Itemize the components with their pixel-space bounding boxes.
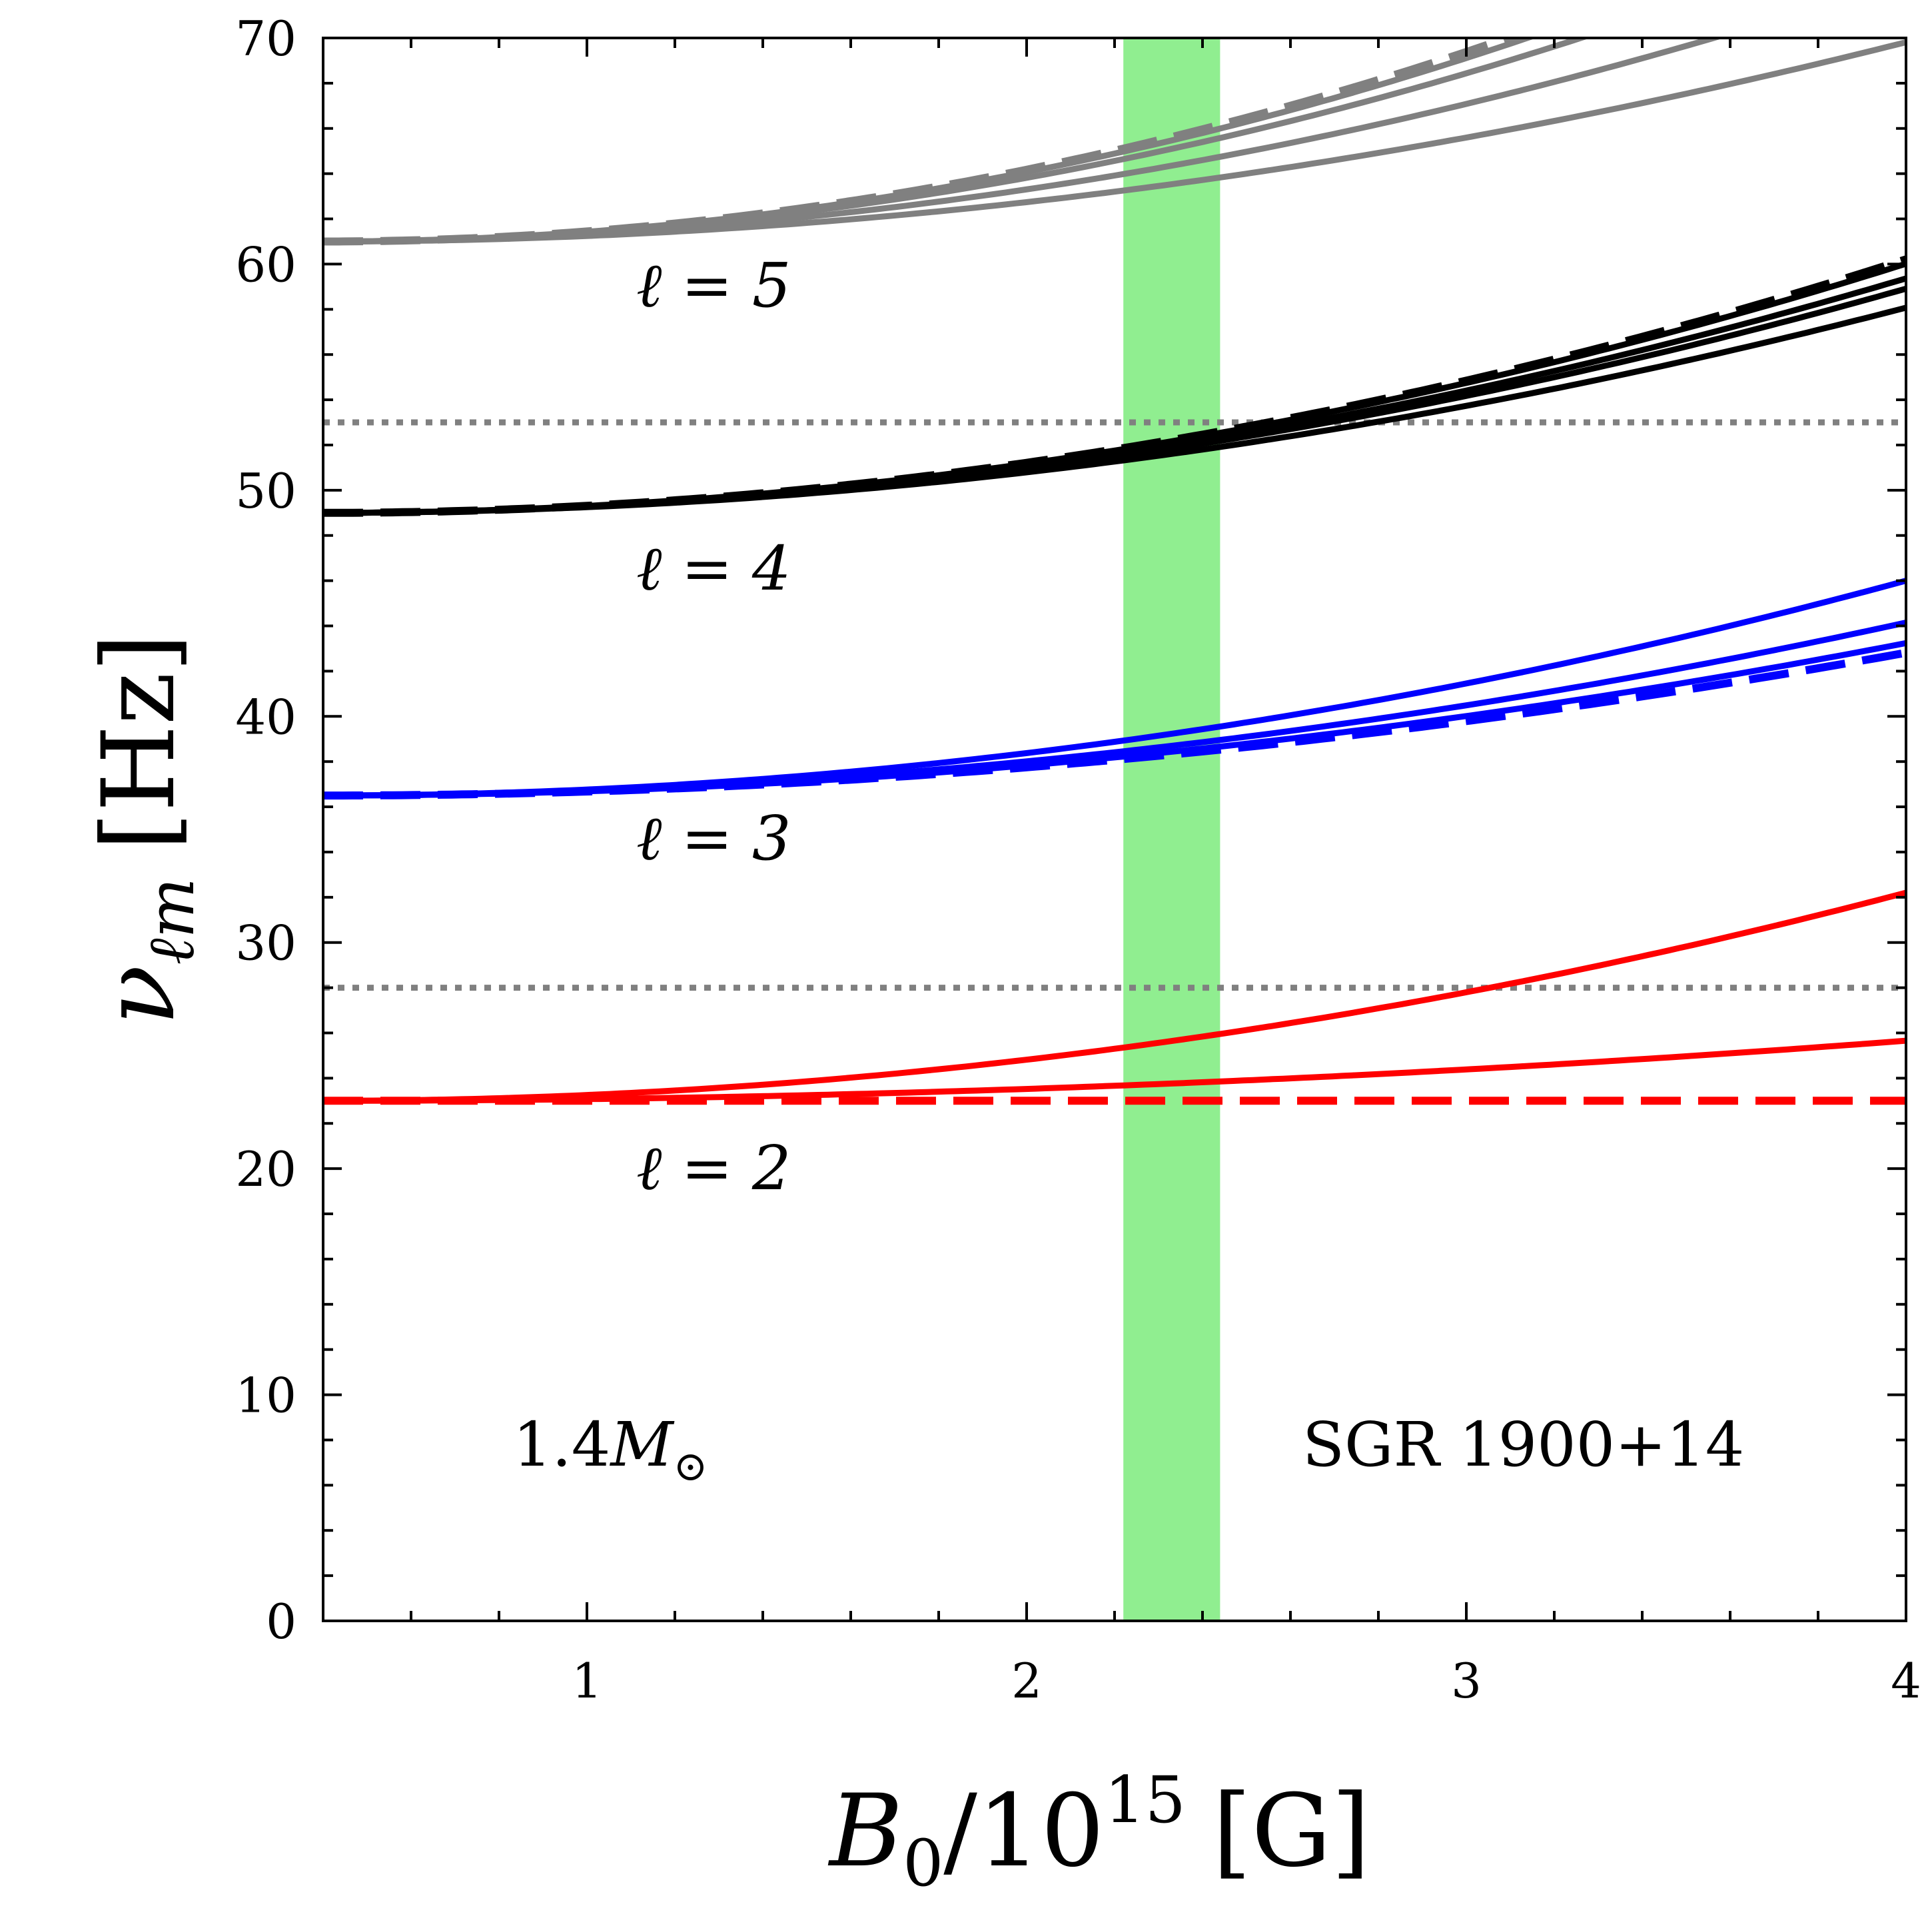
series-l5-m4 (323, 39, 1906, 244)
x-axis-title: B0/1015 [G] (827, 1763, 1370, 1901)
y-tick-label: 50 (235, 463, 296, 519)
series-l3-m0 (323, 648, 1906, 800)
mass-value: 1.4 (513, 1409, 610, 1480)
y-tick-label: 40 (235, 689, 296, 745)
series-l4-m4 (323, 304, 1906, 516)
y-tick-label: 60 (235, 237, 296, 292)
y-tick-label: 0 (266, 1594, 296, 1650)
series-l5-m1 (323, 38, 1537, 244)
series-l4-m3 (323, 285, 1906, 516)
x-axis-symbol: B (827, 1773, 903, 1889)
x-tick-label: 3 (1451, 1653, 1482, 1709)
x-tick-label: 1 (572, 1653, 602, 1709)
measurement-band (1123, 38, 1220, 1621)
x-axis-unit: [G] (1212, 1773, 1370, 1889)
y-tick-label: 20 (235, 1141, 296, 1197)
series-l2-m2 (323, 889, 1906, 1104)
x-axis-superscript: 15 (1105, 1763, 1186, 1837)
y-axis-unit: [Hz] (81, 633, 197, 851)
x-tick-label: 4 (1891, 1653, 1921, 1709)
series-layer (323, 38, 1906, 1105)
series-l5-m3 (323, 38, 1724, 244)
series-l3-m2 (323, 620, 1906, 799)
x-axis-divider: /10 (943, 1773, 1104, 1889)
ticks-layer (322, 37, 1907, 1622)
y-tick-label: 30 (235, 915, 296, 971)
series-l4-m2 (323, 275, 1906, 516)
annotation-l3: ℓ = 3 (636, 803, 791, 874)
annotation-source: SGR 1900+14 (1302, 1409, 1744, 1480)
measurement-band-layer (1123, 38, 1220, 1621)
y-axis-title: νℓm [Hz] (81, 633, 209, 1025)
reference-lines-layer (323, 419, 1906, 991)
annotation-l4: ℓ = 4 (636, 533, 791, 604)
annotation-l2: ℓ = 2 (636, 1133, 791, 1204)
series-l5-m2 (323, 38, 1591, 244)
y-tick-label: 70 (235, 11, 296, 67)
x-axis-subscript: 0 (903, 1826, 943, 1901)
series-l3-m1 (323, 640, 1906, 799)
plot-frame (322, 37, 1907, 1622)
x-tick-label: 2 (1011, 1653, 1042, 1709)
mass-subscript: ⊙ (674, 1442, 708, 1490)
series-l4-m1 (323, 260, 1906, 516)
y-tick-label: 10 (235, 1368, 296, 1424)
mass-symbol: M (609, 1409, 675, 1480)
annotation-l5: ℓ = 5 (636, 250, 791, 321)
y-axis-subscript: ℓm (134, 877, 209, 965)
series-l4-m0 (323, 255, 1906, 517)
annotation-mass: 1.4M⊙ (513, 1409, 708, 1490)
y-axis-symbol: ν (81, 965, 197, 1025)
series-l5-m0 (323, 38, 1520, 246)
